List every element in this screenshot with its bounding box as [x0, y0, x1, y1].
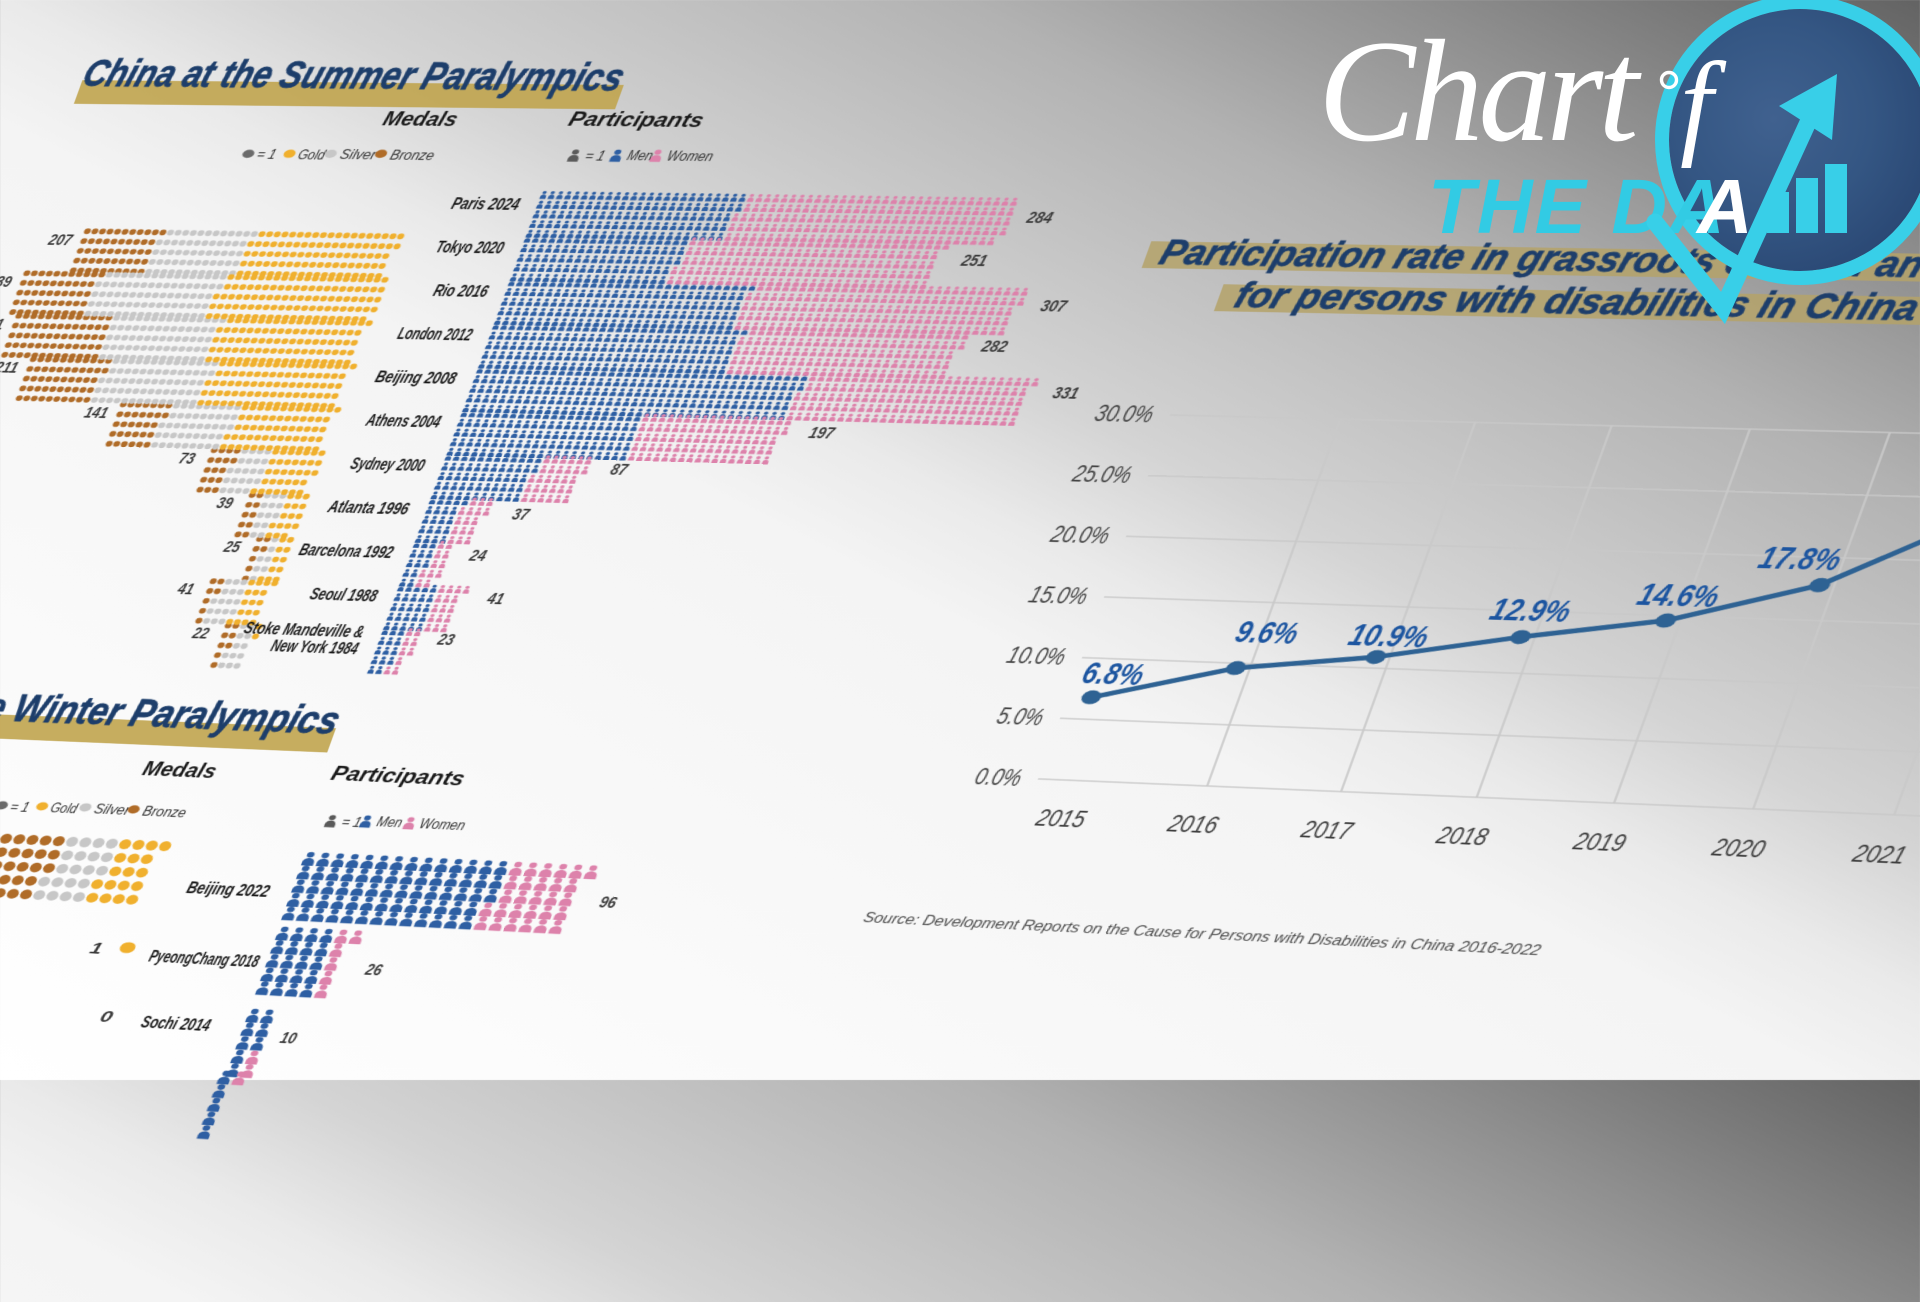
svg-text:Gold: Gold — [296, 147, 329, 163]
svg-text:41: 41 — [484, 589, 507, 608]
svg-text:20.0%: 20.0% — [1046, 520, 1114, 549]
svg-text:= 1: = 1 — [339, 814, 364, 830]
svg-text:2015: 2015 — [1032, 803, 1091, 833]
svg-text:2018: 2018 — [1432, 820, 1493, 851]
svg-text:12.9%: 12.9% — [1485, 592, 1576, 629]
svg-text:Atlanta 1996: Atlanta 1996 — [324, 498, 412, 519]
svg-text:197: 197 — [806, 423, 838, 442]
svg-text:307: 307 — [1038, 296, 1070, 315]
svg-text:London 2012: London 2012 — [395, 324, 476, 345]
svg-text:= 1: = 1 — [583, 148, 608, 164]
svg-text:26: 26 — [362, 960, 386, 979]
svg-text:Paris 2024: Paris 2024 — [449, 194, 523, 214]
svg-text:Stoke Mandeville &: Stoke Mandeville & — [241, 619, 367, 642]
svg-text:Medals: Medals — [140, 757, 220, 782]
svg-text:96: 96 — [597, 892, 620, 911]
svg-text:Silver: Silver — [337, 147, 379, 163]
svg-text:Beijing 2008: Beijing 2008 — [372, 367, 460, 388]
svg-text:China at the Summer Paralympic: China at the Summer Paralympics — [77, 53, 630, 100]
svg-text:A: A — [1695, 164, 1753, 250]
svg-text:2020: 2020 — [1708, 832, 1770, 863]
svg-text:37: 37 — [510, 504, 533, 523]
svg-text:2021: 2021 — [1848, 838, 1911, 869]
svg-text:0.0%: 0.0% — [971, 763, 1026, 792]
svg-text:Sochi 2014: Sochi 2014 — [138, 1013, 213, 1036]
svg-text:Tokyo 2020: Tokyo 2020 — [433, 237, 507, 257]
svg-text:Men: Men — [374, 814, 404, 831]
svg-text:231: 231 — [0, 315, 7, 333]
svg-text:Seoul 1988: Seoul 1988 — [307, 585, 381, 606]
svg-text:2019: 2019 — [1569, 826, 1630, 857]
svg-text:251: 251 — [958, 250, 990, 269]
svg-text:23: 23 — [435, 629, 459, 648]
svg-text:5.0%: 5.0% — [993, 702, 1048, 731]
svg-text:9.6%: 9.6% — [1230, 615, 1303, 651]
svg-text:New York 1984: New York 1984 — [268, 637, 361, 659]
svg-text:Barcelona 1992: Barcelona 1992 — [296, 541, 397, 563]
svg-text:17.8%: 17.8% — [1754, 540, 1847, 578]
svg-text:39: 39 — [214, 494, 236, 512]
svg-text:10.0%: 10.0% — [1003, 641, 1070, 670]
svg-text:284: 284 — [1023, 208, 1055, 227]
svg-text:Bronze: Bronze — [140, 803, 188, 820]
svg-text:22: 22 — [189, 624, 212, 643]
svg-text:14.6%: 14.6% — [1633, 577, 1725, 615]
svg-text:331: 331 — [1050, 383, 1082, 402]
svg-text:Men: Men — [625, 148, 656, 164]
svg-text:15.0%: 15.0% — [1025, 581, 1092, 610]
svg-text:Participants: Participants — [566, 107, 708, 131]
svg-text:141: 141 — [82, 403, 111, 421]
svg-text:25: 25 — [221, 537, 244, 556]
svg-text:87: 87 — [608, 460, 631, 479]
svg-text:2017: 2017 — [1297, 814, 1358, 844]
svg-text:211: 211 — [0, 358, 21, 376]
svg-text:Rio 2016: Rio 2016 — [431, 281, 492, 301]
svg-text:2016: 2016 — [1163, 809, 1223, 839]
svg-text:Chart: Chart — [1318, 10, 1642, 172]
svg-text:Women: Women — [417, 816, 468, 834]
svg-text:Gold: Gold — [48, 800, 80, 817]
svg-text:207: 207 — [45, 230, 75, 248]
svg-text:10: 10 — [278, 1028, 301, 1047]
svg-text:282: 282 — [978, 337, 1011, 356]
svg-text:Athens 2004: Athens 2004 — [363, 411, 444, 432]
svg-text:Silver: Silver — [92, 801, 134, 818]
svg-text:Beijing 2022: Beijing 2022 — [184, 878, 273, 901]
svg-text:Medals: Medals — [380, 107, 461, 130]
svg-text:= 1: = 1 — [254, 147, 278, 163]
svg-text:= 1: = 1 — [8, 799, 32, 815]
svg-text:25.0%: 25.0% — [1068, 460, 1136, 488]
svg-text:THE DA: THE DA — [1428, 164, 1727, 250]
svg-text:Women: Women — [665, 148, 716, 164]
svg-text:24: 24 — [466, 546, 489, 565]
svg-text:Sydney 2000: Sydney 2000 — [348, 454, 429, 475]
svg-text:41: 41 — [174, 580, 197, 599]
svg-text:30.0%: 30.0% — [1091, 400, 1158, 428]
svg-text:6.8%: 6.8% — [1077, 656, 1149, 692]
svg-text:73: 73 — [176, 449, 198, 467]
svg-text:10.9%: 10.9% — [1344, 618, 1434, 655]
svg-text:Bronze: Bronze — [388, 148, 437, 164]
